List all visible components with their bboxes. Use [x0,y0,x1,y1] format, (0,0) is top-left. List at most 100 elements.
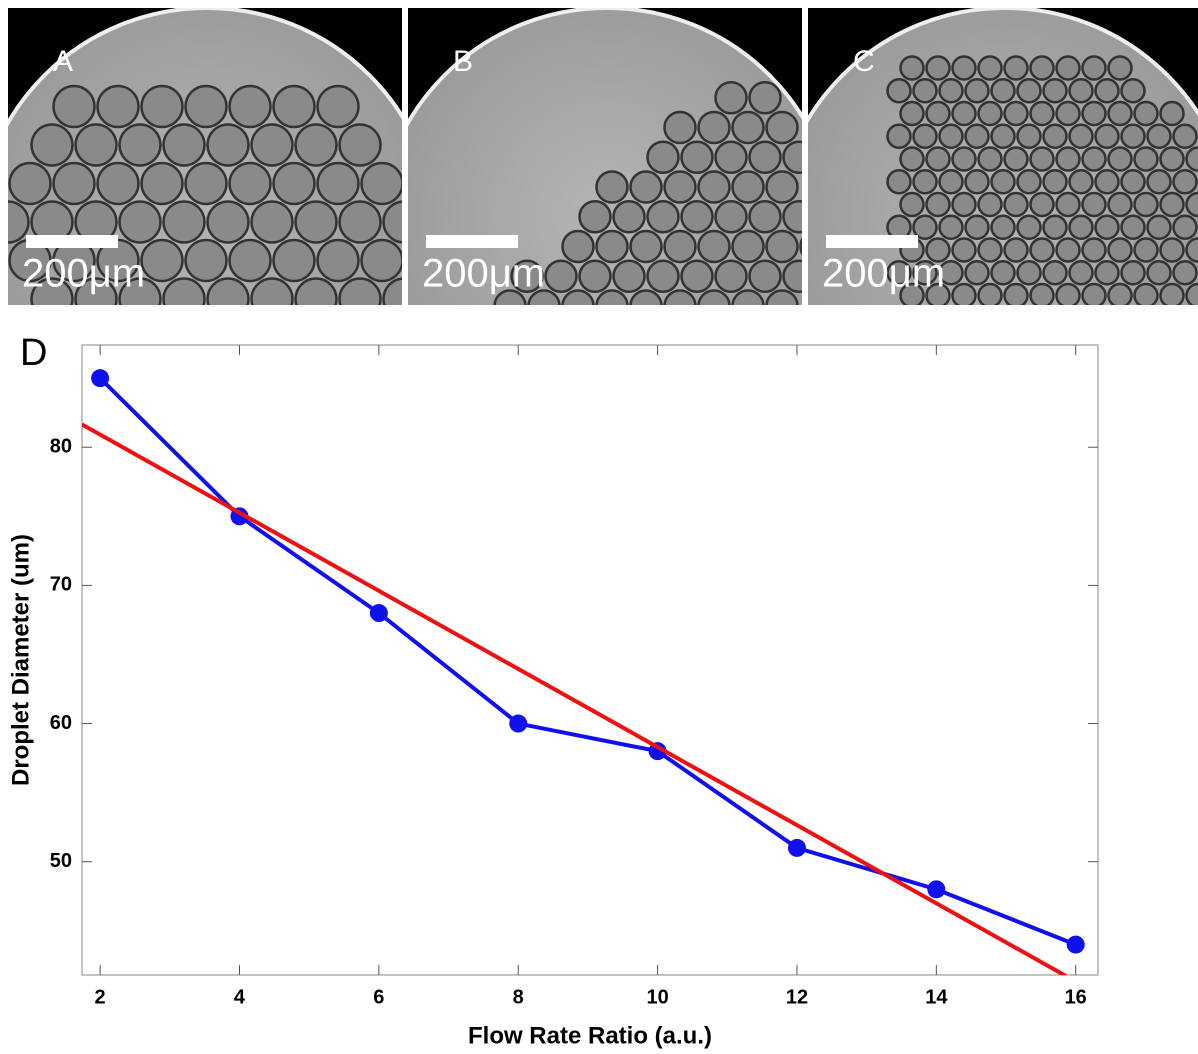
droplet [614,261,645,292]
droplet [966,216,989,239]
droplet [992,125,1015,148]
droplet [296,125,337,166]
droplet [699,231,730,262]
droplet [631,172,662,203]
y-tick-label: 80 [50,436,72,458]
droplet [1031,239,1054,262]
droplet [1148,170,1171,193]
droplet [164,202,205,243]
droplet [296,202,337,243]
x-tick-label: 12 [786,986,808,1008]
droplet [1122,398,1145,421]
data-point [91,369,109,387]
data-point [509,715,527,733]
droplet [716,261,747,292]
droplet [1187,193,1198,216]
droplet [699,112,730,143]
droplet [164,279,205,320]
droplet [1109,102,1132,125]
droplet [252,125,293,166]
droplet [699,172,730,203]
droplet [940,170,963,193]
droplet [597,291,628,322]
droplet [927,102,950,125]
droplet [750,261,781,292]
droplet [1005,193,1028,216]
droplet [888,307,911,330]
droplet [665,112,696,143]
droplet [208,125,249,166]
droplet [979,193,1002,216]
droplet [750,82,781,113]
droplet [992,79,1015,102]
droplet [1083,284,1106,307]
droplet [340,202,381,243]
plot-frame [82,345,1098,975]
droplet [274,240,315,281]
droplet [1174,216,1197,239]
droplet [1096,170,1119,193]
droplet [563,231,594,262]
droplet [1161,284,1184,307]
droplet [1148,261,1171,284]
droplet [1018,79,1041,102]
droplet [1018,307,1041,330]
droplet [665,291,696,322]
droplet [1057,57,1080,80]
droplet [927,57,950,80]
droplet [164,125,205,166]
droplet [1018,216,1041,239]
droplet [1057,193,1080,216]
droplet [340,279,381,320]
droplet [665,231,696,262]
scale-bar [26,235,118,248]
droplet [1135,330,1158,353]
droplet [1070,79,1093,102]
droplet [76,125,117,166]
droplet [230,86,271,127]
droplet [1148,352,1171,375]
droplet [733,231,764,262]
droplet [733,112,764,143]
droplet [1122,352,1145,375]
scale-bar-label: 200μm [422,252,545,296]
droplet [1096,398,1119,421]
droplet [296,279,337,320]
droplet [992,307,1015,330]
droplet [1057,239,1080,262]
droplet [1083,57,1106,80]
droplet [966,307,989,330]
droplet [1070,307,1093,330]
droplet [1044,261,1067,284]
scale-bar [426,235,518,248]
droplet [979,102,1002,125]
droplet [682,142,713,173]
droplet [1109,57,1132,80]
droplet [1083,239,1106,262]
droplet [648,201,679,232]
droplet [1109,284,1132,307]
droplet [940,307,963,330]
droplet [979,148,1002,171]
y-tick-label: 50 [50,850,72,872]
droplet [1083,193,1106,216]
droplet [1096,216,1119,239]
droplet [1135,102,1158,125]
droplet [1109,375,1132,398]
droplet [1083,102,1106,125]
droplet [1031,284,1054,307]
droplet [318,86,359,127]
droplet [1096,125,1119,148]
droplet [1031,148,1054,171]
droplet [1057,284,1080,307]
droplet [98,163,139,204]
droplet [1135,375,1158,398]
droplet [1148,307,1171,330]
droplet [1187,284,1198,307]
droplet [767,172,798,203]
droplet [767,231,798,262]
droplet [888,125,911,148]
droplet [1096,261,1119,284]
droplet [665,172,696,203]
x-tick-label: 6 [373,986,384,1008]
